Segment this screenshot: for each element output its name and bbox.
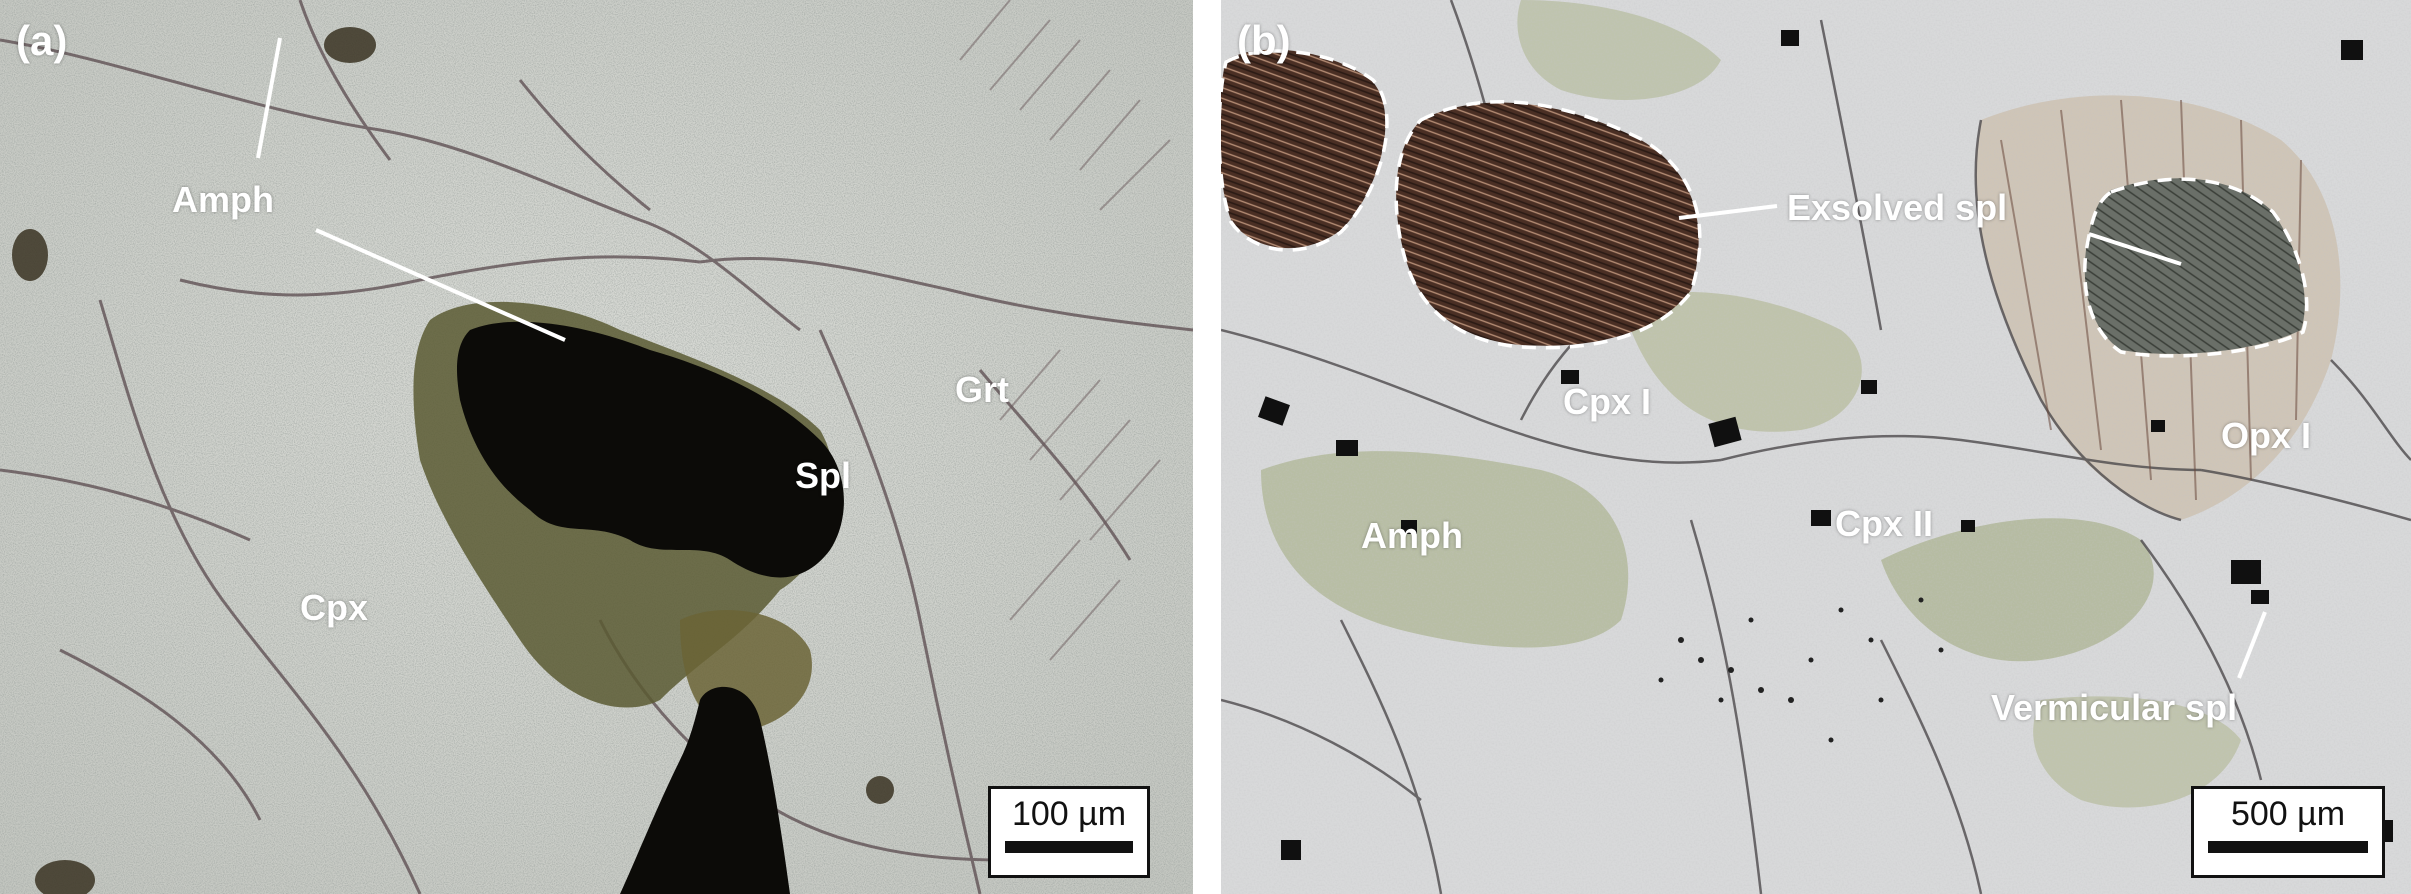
label-opx-i: Opx I [2221, 415, 2312, 456]
label-grt: Grt [955, 369, 1009, 410]
scale-bar-b-line [2208, 841, 2368, 853]
scale-bar-a: 100 µm [988, 786, 1150, 878]
label-vermicular-spl: Vermicular spl [1991, 687, 2238, 728]
vermicular-spl-leader [2237, 611, 2267, 679]
label-cpx: Cpx [300, 587, 369, 628]
amph-leader-line-2 [315, 228, 566, 342]
scale-bar-a-line [1005, 841, 1133, 853]
scale-bar-a-label: 100 µm [1011, 795, 1127, 833]
label-exsolved-spl: Exsolved spl [1787, 187, 2008, 228]
panel-a-leader-lines [256, 37, 566, 342]
exsolved-spl-leader-left [1678, 204, 1778, 220]
label-amph-b: Amph [1361, 515, 1463, 556]
panel-a-photo [0, 0, 1193, 894]
panel-b-photo [1221, 0, 2411, 894]
exsolved-spl-outline-2 [1394, 99, 1702, 350]
panel-letter-b: (b) [1237, 17, 1291, 64]
panel-b-micrograph: (b) Exsolved spl Cpx I Opx I Amph Cpx II… [1221, 0, 2411, 894]
exsolved-spl-outline-3 [2083, 177, 2309, 358]
label-cpx-i: Cpx I [1563, 381, 1652, 422]
label-cpx-ii: Cpx II [1835, 503, 1934, 544]
panel-b-annotation-lines [1221, 49, 2309, 679]
panel-letter-a: (a) [16, 17, 68, 64]
label-spl: Spl [795, 455, 852, 496]
panel-a-micrograph: (a) Amph Grt Spl Cpx 100 µm [0, 0, 1193, 894]
amph-leader-line-1 [256, 37, 282, 159]
scale-bar-b-label: 500 µm [2230, 795, 2346, 833]
scale-bar-b: 500 µm [2191, 786, 2385, 878]
exsolved-spl-outline-1 [1221, 49, 1389, 252]
exsolved-spl-leader-right [2088, 232, 2182, 266]
label-amph: Amph [172, 179, 274, 220]
